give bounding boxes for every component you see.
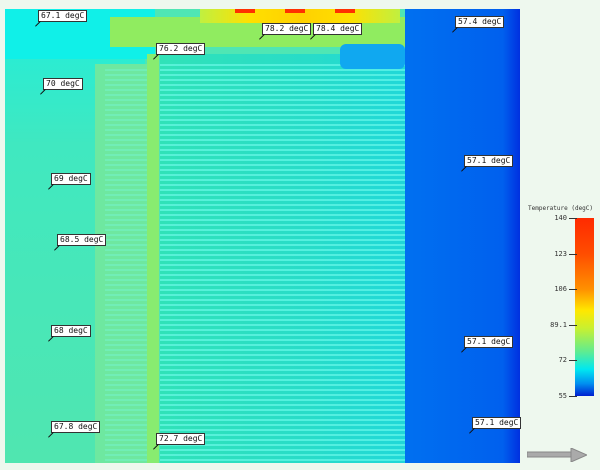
hot-spot [235,9,255,13]
legend-tick-label: 106 [554,285,567,294]
temperature-label: 57.4 degC [455,16,505,28]
legend-tick-label: 72 [558,356,567,365]
temperature-label: 67.8 degC [51,421,101,433]
color-legend: Temperature (degC) 140 123 106 89.1 72 55 [525,205,600,405]
legend-tick-label: 123 [554,249,567,258]
cold-region [405,9,520,463]
left-fin-region [95,64,147,463]
temperature-label: 57.1 degC [464,336,514,348]
temperature-label: 57.1 degC [472,417,522,429]
temperature-label: 67.1 degC [38,10,88,22]
temperature-label: 68.5 degC [57,234,107,246]
hot-spot [335,9,355,13]
legend-tick-mark [569,396,577,397]
color-scale-bar [575,218,594,396]
legend-tick-mark [569,289,577,291]
left-fin-stripes [105,69,147,463]
hot-spot [285,9,305,13]
temperature-label: 78.4 degC [313,23,363,35]
temperature-label: 70 degC [43,78,83,90]
legend-tick-label: 89.1 [550,320,567,329]
arrow-icon [526,447,589,463]
legend-tick-mark [569,360,577,362]
temperature-plot [5,9,520,463]
fin-stripes [160,64,405,463]
temperature-label: 76.2 degC [156,43,206,55]
temperature-label: 68 degC [51,325,91,337]
legend-tick-label: 55 [558,392,567,400]
temperature-label: 57.1 degC [464,155,514,167]
temperature-label: 72.7 degC [156,433,206,445]
temperature-label: 69 degC [51,173,91,185]
blue-pocket [340,44,405,69]
legend-tick-mark [569,218,577,219]
legend-tick-mark [569,324,577,326]
legend-title: Temperature (degC) [528,205,594,212]
temperature-label: 78.2 degC [262,23,312,35]
fin-root [147,54,159,463]
legend-tick-mark [569,253,577,255]
legend-tick-label: 140 [554,214,567,222]
